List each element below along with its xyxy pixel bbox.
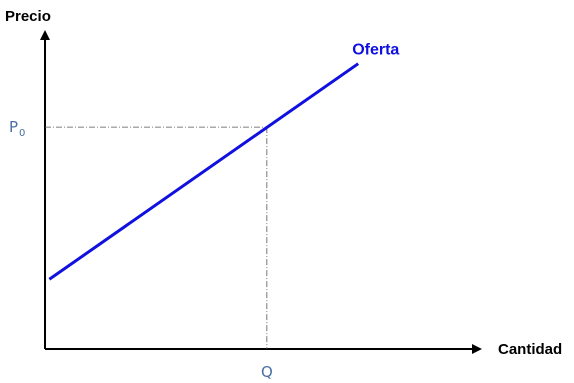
y-axis-title: Precio — [5, 8, 51, 25]
price-level-label: P0 — [9, 118, 25, 139]
supply-line — [48, 62, 360, 281]
x-axis-title: Cantidad — [498, 341, 562, 358]
quantity-level-label: Q — [261, 363, 273, 381]
supply-line-label: Oferta — [352, 42, 399, 59]
price-level-subscript: 0 — [19, 128, 25, 139]
